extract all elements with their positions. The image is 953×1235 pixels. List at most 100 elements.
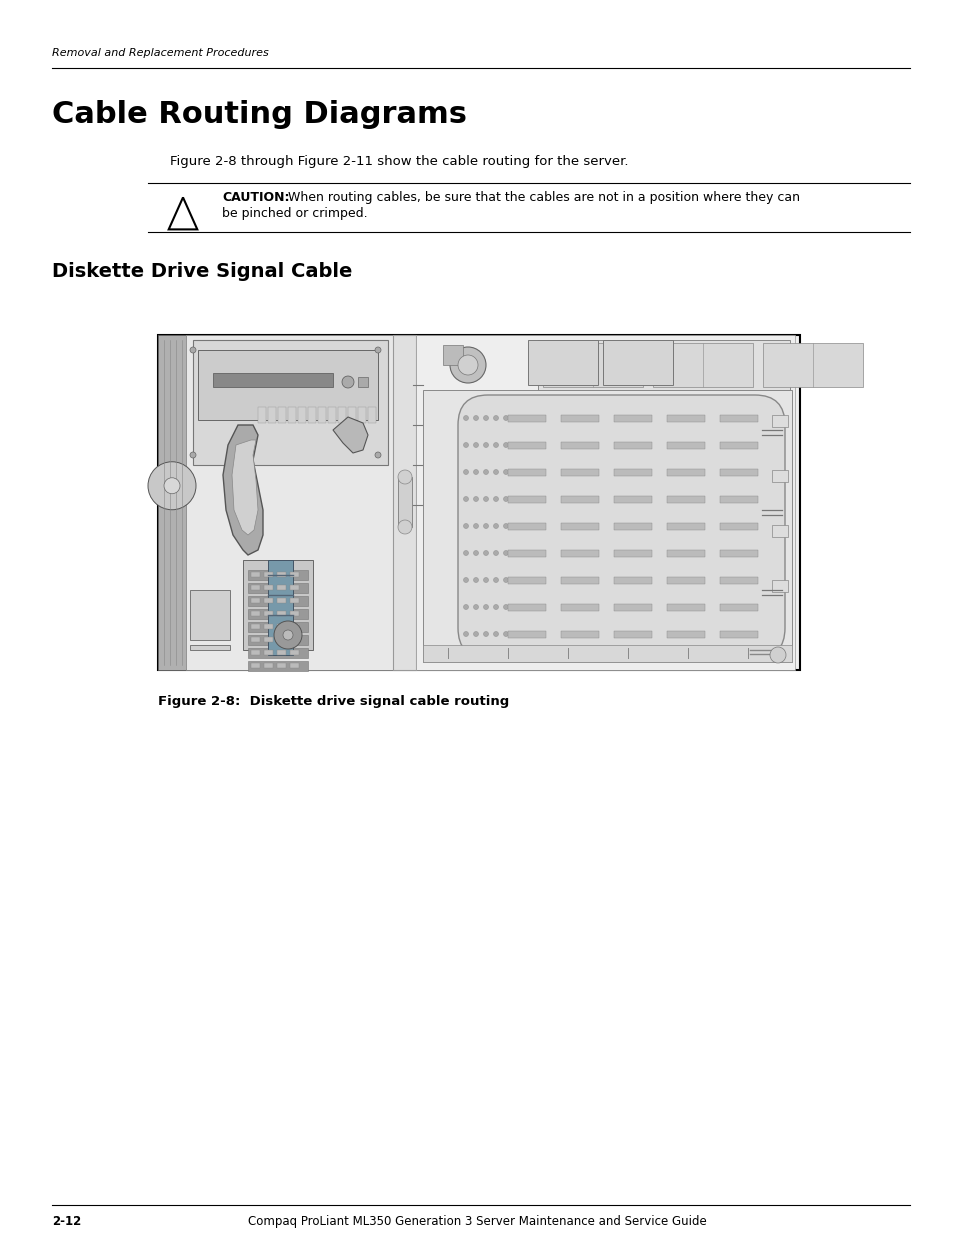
Polygon shape [357, 377, 368, 387]
Polygon shape [288, 408, 295, 424]
Circle shape [493, 442, 498, 447]
Polygon shape [720, 604, 758, 611]
Circle shape [503, 604, 508, 610]
Polygon shape [666, 631, 704, 638]
Polygon shape [602, 340, 672, 385]
Circle shape [463, 524, 468, 529]
Polygon shape [198, 350, 377, 420]
Polygon shape [268, 559, 293, 655]
Polygon shape [397, 477, 412, 527]
Polygon shape [251, 650, 260, 655]
Polygon shape [507, 469, 545, 475]
Polygon shape [720, 442, 758, 450]
Polygon shape [290, 663, 298, 668]
Circle shape [283, 630, 293, 640]
Circle shape [513, 415, 518, 420]
Polygon shape [248, 648, 308, 658]
Polygon shape [560, 496, 598, 503]
Polygon shape [614, 496, 651, 503]
Text: 2-12: 2-12 [52, 1215, 81, 1228]
Circle shape [397, 471, 412, 484]
Circle shape [483, 631, 488, 636]
Circle shape [148, 462, 195, 510]
Polygon shape [158, 335, 800, 671]
Polygon shape [762, 343, 862, 387]
Circle shape [190, 347, 195, 353]
Circle shape [493, 578, 498, 583]
Circle shape [513, 524, 518, 529]
Text: Removal and Replacement Procedures: Removal and Replacement Procedures [52, 48, 269, 58]
Polygon shape [666, 550, 704, 557]
Polygon shape [771, 580, 787, 592]
Polygon shape [614, 415, 651, 422]
Polygon shape [614, 522, 651, 530]
Circle shape [463, 604, 468, 610]
Text: Cable Routing Diagrams: Cable Routing Diagrams [52, 100, 467, 128]
Polygon shape [368, 408, 375, 424]
Text: Figure 2-8 through Figure 2-11 show the cable routing for the server.: Figure 2-8 through Figure 2-11 show the … [170, 156, 628, 168]
Polygon shape [333, 417, 368, 453]
Circle shape [513, 442, 518, 447]
Circle shape [463, 551, 468, 556]
Polygon shape [251, 663, 260, 668]
Polygon shape [308, 408, 315, 424]
Polygon shape [248, 609, 308, 619]
Polygon shape [264, 611, 273, 616]
Text: CAUTION:: CAUTION: [222, 191, 289, 204]
Circle shape [473, 551, 478, 556]
Circle shape [164, 478, 180, 494]
Circle shape [483, 496, 488, 501]
Circle shape [503, 524, 508, 529]
Circle shape [463, 415, 468, 420]
Polygon shape [614, 577, 651, 584]
Circle shape [513, 551, 518, 556]
Polygon shape [257, 408, 266, 424]
Circle shape [375, 347, 380, 353]
Polygon shape [560, 469, 598, 475]
Polygon shape [666, 604, 704, 611]
Polygon shape [537, 340, 789, 390]
Polygon shape [290, 650, 298, 655]
Polygon shape [614, 631, 651, 638]
Polygon shape [560, 577, 598, 584]
Polygon shape [264, 637, 273, 642]
Circle shape [190, 452, 195, 458]
Polygon shape [442, 345, 462, 366]
Polygon shape [248, 622, 308, 632]
Circle shape [503, 578, 508, 583]
Polygon shape [507, 631, 545, 638]
Polygon shape [560, 604, 598, 611]
Polygon shape [277, 408, 286, 424]
Circle shape [450, 347, 485, 383]
Circle shape [473, 415, 478, 420]
Polygon shape [666, 469, 704, 475]
Polygon shape [276, 585, 286, 590]
Polygon shape [297, 408, 306, 424]
Polygon shape [666, 496, 704, 503]
Circle shape [503, 415, 508, 420]
Polygon shape [614, 442, 651, 450]
Polygon shape [507, 522, 545, 530]
Circle shape [503, 469, 508, 474]
Circle shape [463, 469, 468, 474]
Polygon shape [393, 335, 416, 671]
Polygon shape [614, 604, 651, 611]
Polygon shape [771, 471, 787, 482]
Polygon shape [507, 442, 545, 450]
Polygon shape [276, 624, 286, 629]
Circle shape [483, 604, 488, 610]
Polygon shape [290, 572, 298, 577]
Circle shape [503, 442, 508, 447]
Polygon shape [422, 645, 791, 662]
Polygon shape [720, 522, 758, 530]
Polygon shape [357, 408, 366, 424]
Circle shape [473, 631, 478, 636]
Polygon shape [158, 335, 186, 671]
Polygon shape [720, 469, 758, 475]
Circle shape [493, 524, 498, 529]
Polygon shape [264, 624, 273, 629]
Circle shape [341, 375, 354, 388]
Text: be pinched or crimped.: be pinched or crimped. [222, 207, 367, 220]
Polygon shape [248, 661, 308, 671]
Polygon shape [614, 550, 651, 557]
